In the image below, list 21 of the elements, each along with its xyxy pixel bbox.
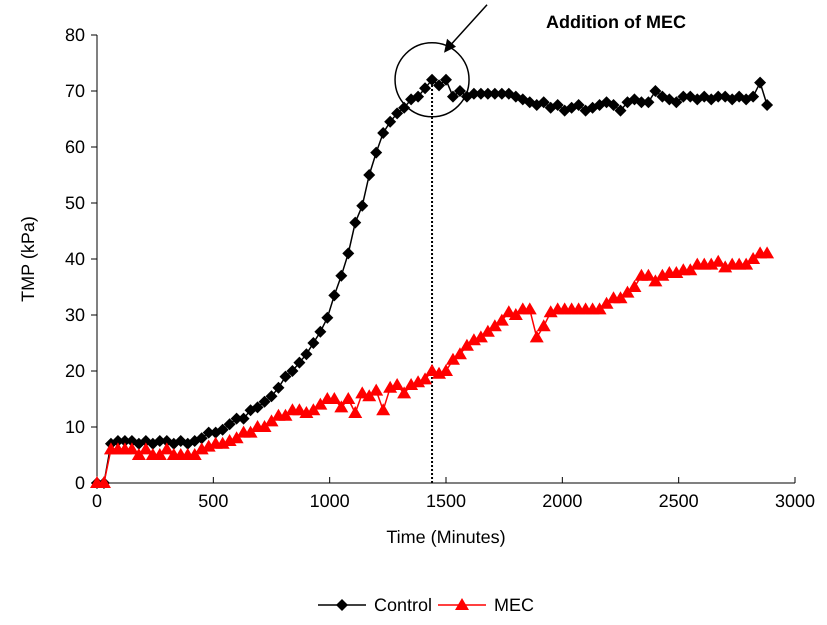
y-tick-label: 30 (64, 305, 85, 325)
y-tick-label: 0 (74, 473, 85, 493)
legend-label: MEC (494, 595, 534, 615)
x-tick-label: 0 (92, 491, 102, 511)
y-tick-label: 10 (64, 417, 85, 437)
y-tick-label: 80 (64, 25, 85, 45)
y-axis-title: TMP (kPa) (18, 216, 38, 302)
y-tick-label: 70 (64, 81, 85, 101)
y-tick-label: 50 (64, 193, 85, 213)
y-tick-label: 40 (64, 249, 85, 269)
y-tick-label: 20 (64, 361, 85, 381)
x-tick-label: 3000 (774, 491, 816, 511)
x-tick-label: 2500 (658, 491, 699, 511)
x-tick-label: 500 (198, 491, 228, 511)
x-tick-label: 2000 (542, 491, 582, 511)
legend-label: Control (374, 595, 432, 615)
y-tick-label: 60 (64, 137, 85, 157)
text: Addition of MEC (546, 12, 686, 32)
x-axis-title: Time (Minutes) (386, 527, 506, 547)
x-tick-label: 1000 (310, 491, 350, 511)
x-tick-label: 1500 (426, 491, 466, 511)
